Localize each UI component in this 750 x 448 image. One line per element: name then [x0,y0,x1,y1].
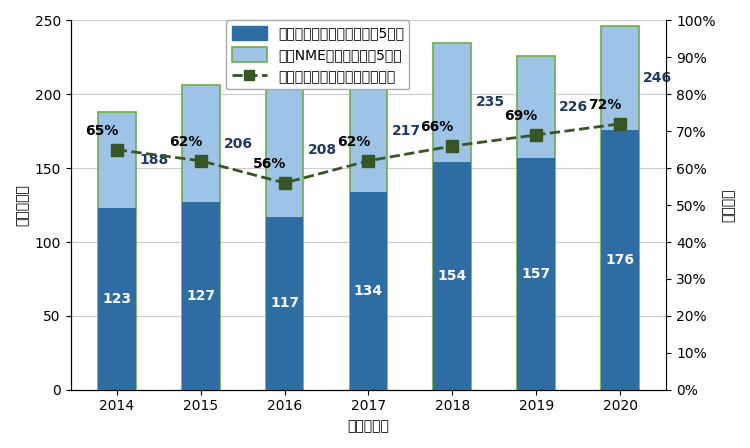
Text: 134: 134 [354,284,383,298]
Bar [433,43,471,390]
Text: 66%: 66% [421,120,454,134]
Text: 117: 117 [270,296,299,310]
Bar [518,158,555,390]
Text: 208: 208 [308,143,337,157]
Text: 69%: 69% [505,109,538,123]
Bar [433,162,471,390]
Bar [518,56,555,390]
Text: 56%: 56% [253,157,286,171]
Y-axis label: （品目数）: （品目数） [15,184,29,226]
Legend: 国内未承認薬合計　（直近5年）, 欧米NME合計　（直近5年）, 国内未承認薬の割合　（右軸）: 国内未承認薬合計 （直近5年）, 欧米NME合計 （直近5年）, 国内未承認薬の… [226,20,410,90]
Y-axis label: （割合）: （割合） [721,188,735,222]
Text: 226: 226 [560,100,589,114]
Text: 154: 154 [438,269,467,283]
Bar [350,192,387,390]
Bar [182,202,220,390]
Bar [266,217,304,390]
Text: 206: 206 [224,137,253,151]
Text: 123: 123 [102,292,131,306]
X-axis label: （調査年）: （調査年） [347,419,389,433]
Bar [350,69,387,390]
Text: 188: 188 [140,153,169,167]
Text: 235: 235 [476,95,505,109]
Text: 157: 157 [522,267,550,281]
Text: 217: 217 [392,124,421,138]
Bar [602,130,639,390]
Bar [266,82,304,390]
Text: 246: 246 [644,71,672,85]
Bar [602,26,639,390]
Text: 62%: 62% [337,135,370,149]
Text: 65%: 65% [85,124,118,138]
Bar [98,112,136,390]
Text: 176: 176 [605,253,634,267]
Bar [182,86,220,390]
Text: 127: 127 [186,289,215,303]
Text: 62%: 62% [169,135,202,149]
Text: 72%: 72% [588,98,622,112]
Bar [98,208,136,390]
